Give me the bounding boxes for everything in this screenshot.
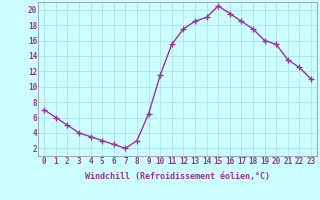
X-axis label: Windchill (Refroidissement éolien,°C): Windchill (Refroidissement éolien,°C) [85, 172, 270, 181]
